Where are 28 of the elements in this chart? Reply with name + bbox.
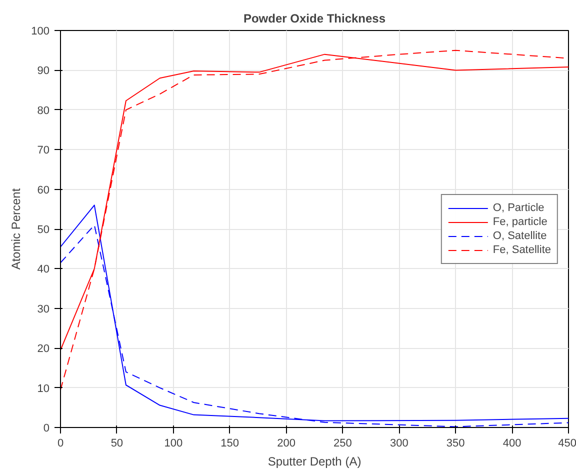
x-tick-label: 350 bbox=[446, 438, 465, 450]
legend-label: Fe, Satellite bbox=[492, 242, 551, 256]
y-tick-label: 50 bbox=[37, 224, 50, 236]
y-tick-label: 10 bbox=[37, 382, 50, 395]
y-tick-label: 40 bbox=[37, 264, 50, 276]
x-tick-label: 300 bbox=[390, 438, 408, 450]
x-tick-label: 100 bbox=[164, 438, 183, 450]
legend-label: Fe, particle bbox=[492, 214, 548, 228]
x-tick-label: 50 bbox=[110, 438, 124, 450]
x-tick-label: 250 bbox=[334, 438, 352, 450]
x-tick-label: 0 bbox=[57, 438, 64, 450]
x-tick-label: 150 bbox=[220, 438, 240, 450]
x-tick-label: 200 bbox=[277, 438, 296, 450]
chart-title: Powder Oxide Thickness bbox=[243, 12, 386, 26]
x-tick-label: 400 bbox=[502, 438, 522, 450]
y-tick-label: 20 bbox=[37, 343, 50, 356]
y-tick-label: 80 bbox=[37, 104, 50, 117]
x-axis-title: Sputter Depth (A) bbox=[268, 454, 362, 468]
y-axis-title: Atomic Percent bbox=[9, 188, 24, 270]
y-tick-label: 60 bbox=[37, 184, 50, 196]
y-tick-label: 30 bbox=[37, 303, 50, 316]
legend-label: O, Particle bbox=[492, 200, 544, 214]
legend-label: O, Satellite bbox=[492, 228, 547, 242]
y-tick-label: 100 bbox=[31, 26, 50, 38]
y-tick-label: 90 bbox=[37, 65, 50, 78]
y-tick-label: 0 bbox=[43, 422, 50, 434]
y-tick-label: 70 bbox=[37, 144, 50, 157]
x-tick-label: 450 bbox=[558, 438, 576, 450]
